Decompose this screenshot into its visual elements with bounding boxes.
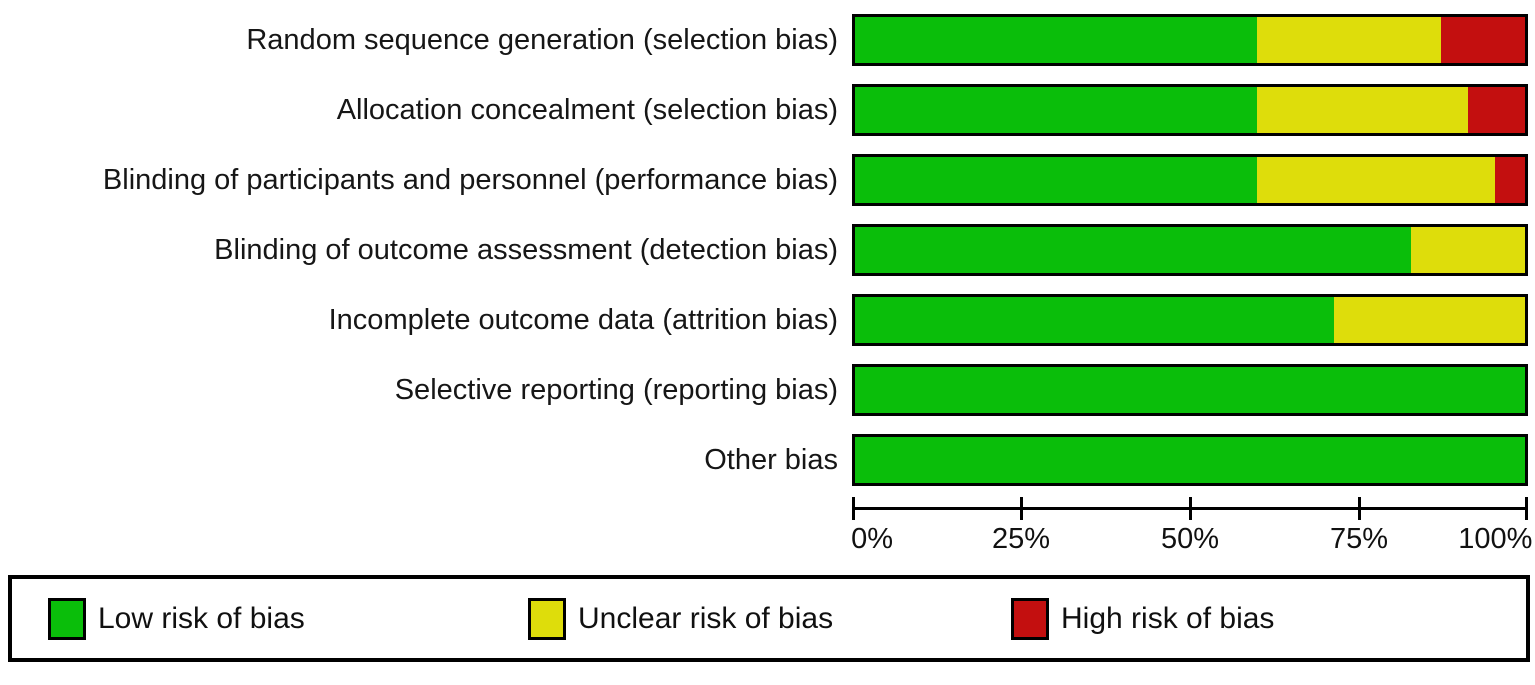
x-axis-tick-label: 75% [1329,523,1389,555]
category-label: Other bias [704,443,838,476]
legend-swatch-unclear-risk [528,597,566,640]
stacked-bar [852,224,1528,276]
risk-bar-row: Random sequence generation (selection bi… [0,5,1535,75]
category-label: Random sequence generation (selection bi… [246,23,838,56]
x-axis-tick-mark [1019,497,1023,520]
bar-segment-low-risk [855,297,1335,343]
bar-segment-low-risk [855,437,1525,483]
x-axis-tick-label: 25% [991,523,1051,555]
category-label: Blinding of participants and personnel (… [102,163,838,196]
x-axis-tick-mark [1357,497,1361,520]
stacked-bar [852,14,1528,66]
bar-segment-high-risk [1494,157,1525,203]
bar-segment-low-risk [855,157,1257,203]
risk-of-bias-graph: Random sequence generation (selection bi… [0,5,1535,662]
bar-segment-high-risk [1468,87,1525,133]
bar-segment-low-risk [855,227,1412,273]
bar-segment-unclear-risk [1257,17,1442,63]
risk-bar-row: Other bias [0,425,1535,495]
stacked-bar [852,434,1528,486]
x-axis-tick-label: 50% [1160,523,1220,555]
category-label: Incomplete outcome data (attrition bias) [328,303,838,336]
risk-bar-row: Selective reporting (reporting bias) [0,355,1535,425]
legend: Low risk of bias Unclear risk of bias High… [8,575,1530,662]
legend-item: High risk of bias [1011,579,1274,658]
x-axis-tick-mark [1525,497,1528,520]
bar-rows: Random sequence generation (selection bi… [0,5,1535,495]
legend-item: Unclear risk of bias [528,579,833,658]
x-axis-tick-mark [852,497,855,520]
stacked-bar [852,364,1528,416]
legend-item: Low risk of bias [48,579,305,658]
stacked-bar [852,84,1528,136]
x-axis-tick-label: 100% [1458,523,1533,555]
legend-swatch-low-risk [48,597,86,640]
category-label: Blinding of outcome assessment (detectio… [214,233,838,266]
legend-label: High risk of bias [1061,601,1275,635]
stacked-bar [852,294,1528,346]
x-axis: 0% 25% 50% 75% 100% [851,497,1532,559]
bar-segment-unclear-risk [1334,297,1525,343]
category-label: Allocation concealment (selection bias) [336,93,838,126]
x-axis-tick-mark [1188,497,1192,520]
x-axis-tick-label: 0% [851,523,894,555]
bar-segment-unclear-risk [1257,157,1495,203]
legend-swatch-high-risk [1011,597,1049,640]
legend-label: Unclear risk of bias [578,601,834,635]
risk-bar-row: Allocation concealment (selection bias) [0,75,1535,145]
risk-bar-row: Blinding of outcome assessment (detectio… [0,215,1535,285]
bar-segment-unclear-risk [1257,87,1469,133]
stacked-bar [852,154,1528,206]
bar-segment-low-risk [855,87,1257,133]
bar-segment-high-risk [1441,17,1525,63]
risk-bar-row: Blinding of participants and personnel (… [0,145,1535,215]
bar-segment-unclear-risk [1411,227,1525,273]
category-label: Selective reporting (reporting bias) [394,373,838,406]
risk-bar-row: Incomplete outcome data (attrition bias) [0,285,1535,355]
bar-segment-low-risk [855,17,1257,63]
bar-segment-low-risk [855,367,1525,413]
legend-label: Low risk of bias [98,601,305,635]
